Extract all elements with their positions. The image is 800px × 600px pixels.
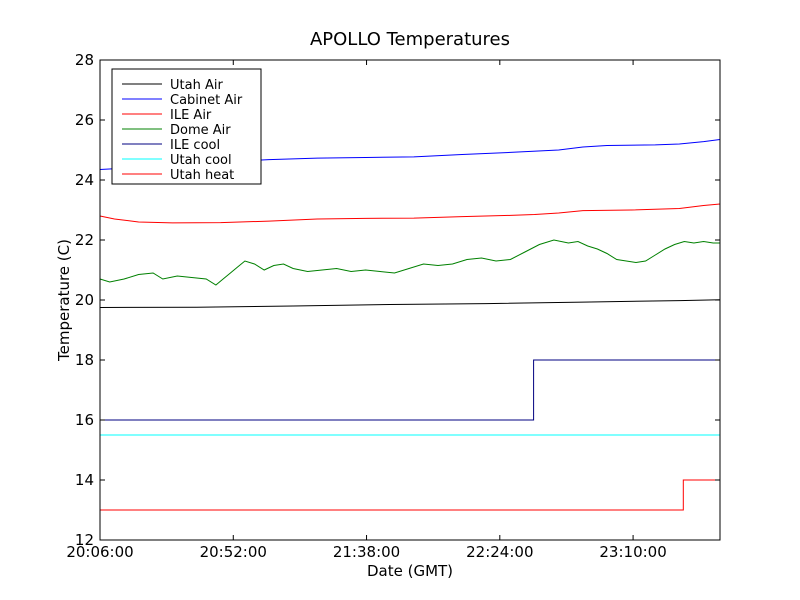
legend-box	[111, 68, 262, 185]
series-layer	[99, 139, 721, 511]
legend-label: Utah Air	[170, 78, 223, 93]
chart-title: APOLLO Temperatures	[310, 29, 510, 50]
x-axis-title: Date (GMT)	[367, 562, 453, 580]
x-tick-label: 20:52:00	[200, 543, 267, 561]
x-tick-label: 21:38:00	[333, 543, 400, 561]
y-tick-label: 22	[75, 231, 94, 249]
x-tick-label: 23:10:00	[599, 543, 666, 561]
y-tick-label: 26	[75, 111, 94, 129]
legend-label: Utah cool	[170, 153, 232, 168]
y-tick-label: 12	[75, 531, 94, 549]
legend-label: ILE Air	[170, 108, 212, 123]
series-line-utah-heat	[100, 479, 720, 511]
legend-label: Cabinet Air	[170, 93, 243, 108]
y-tick-label: 24	[75, 171, 94, 189]
legend-label: Utah heat	[170, 168, 234, 183]
legend-label: Dome Air	[170, 123, 231, 138]
x-axis: 20:06:00 20:52:00 21:38:00 22:24:00 23:10:00	[66, 60, 667, 561]
series-line-utah-air	[99, 299, 721, 308]
x-tick-label: 20:06:00	[66, 543, 133, 561]
y-tick-label: 14	[75, 471, 94, 489]
series-line-ile-air	[99, 203, 721, 224]
y-axis: 12 14 16 18 20 22 24 26 28	[75, 51, 720, 549]
y-tick-label: 20	[75, 291, 94, 309]
y-tick-label: 18	[75, 351, 94, 369]
y-axis-title: Temperature (C)	[55, 239, 73, 362]
series-line-dome-air	[99, 239, 720, 286]
x-tick-label: 22:24:00	[466, 543, 533, 561]
series-line-ile-cool	[100, 359, 720, 421]
legend-label: ILE cool	[170, 138, 220, 153]
y-tick-label: 28	[75, 51, 94, 69]
y-tick-label: 16	[75, 411, 94, 429]
